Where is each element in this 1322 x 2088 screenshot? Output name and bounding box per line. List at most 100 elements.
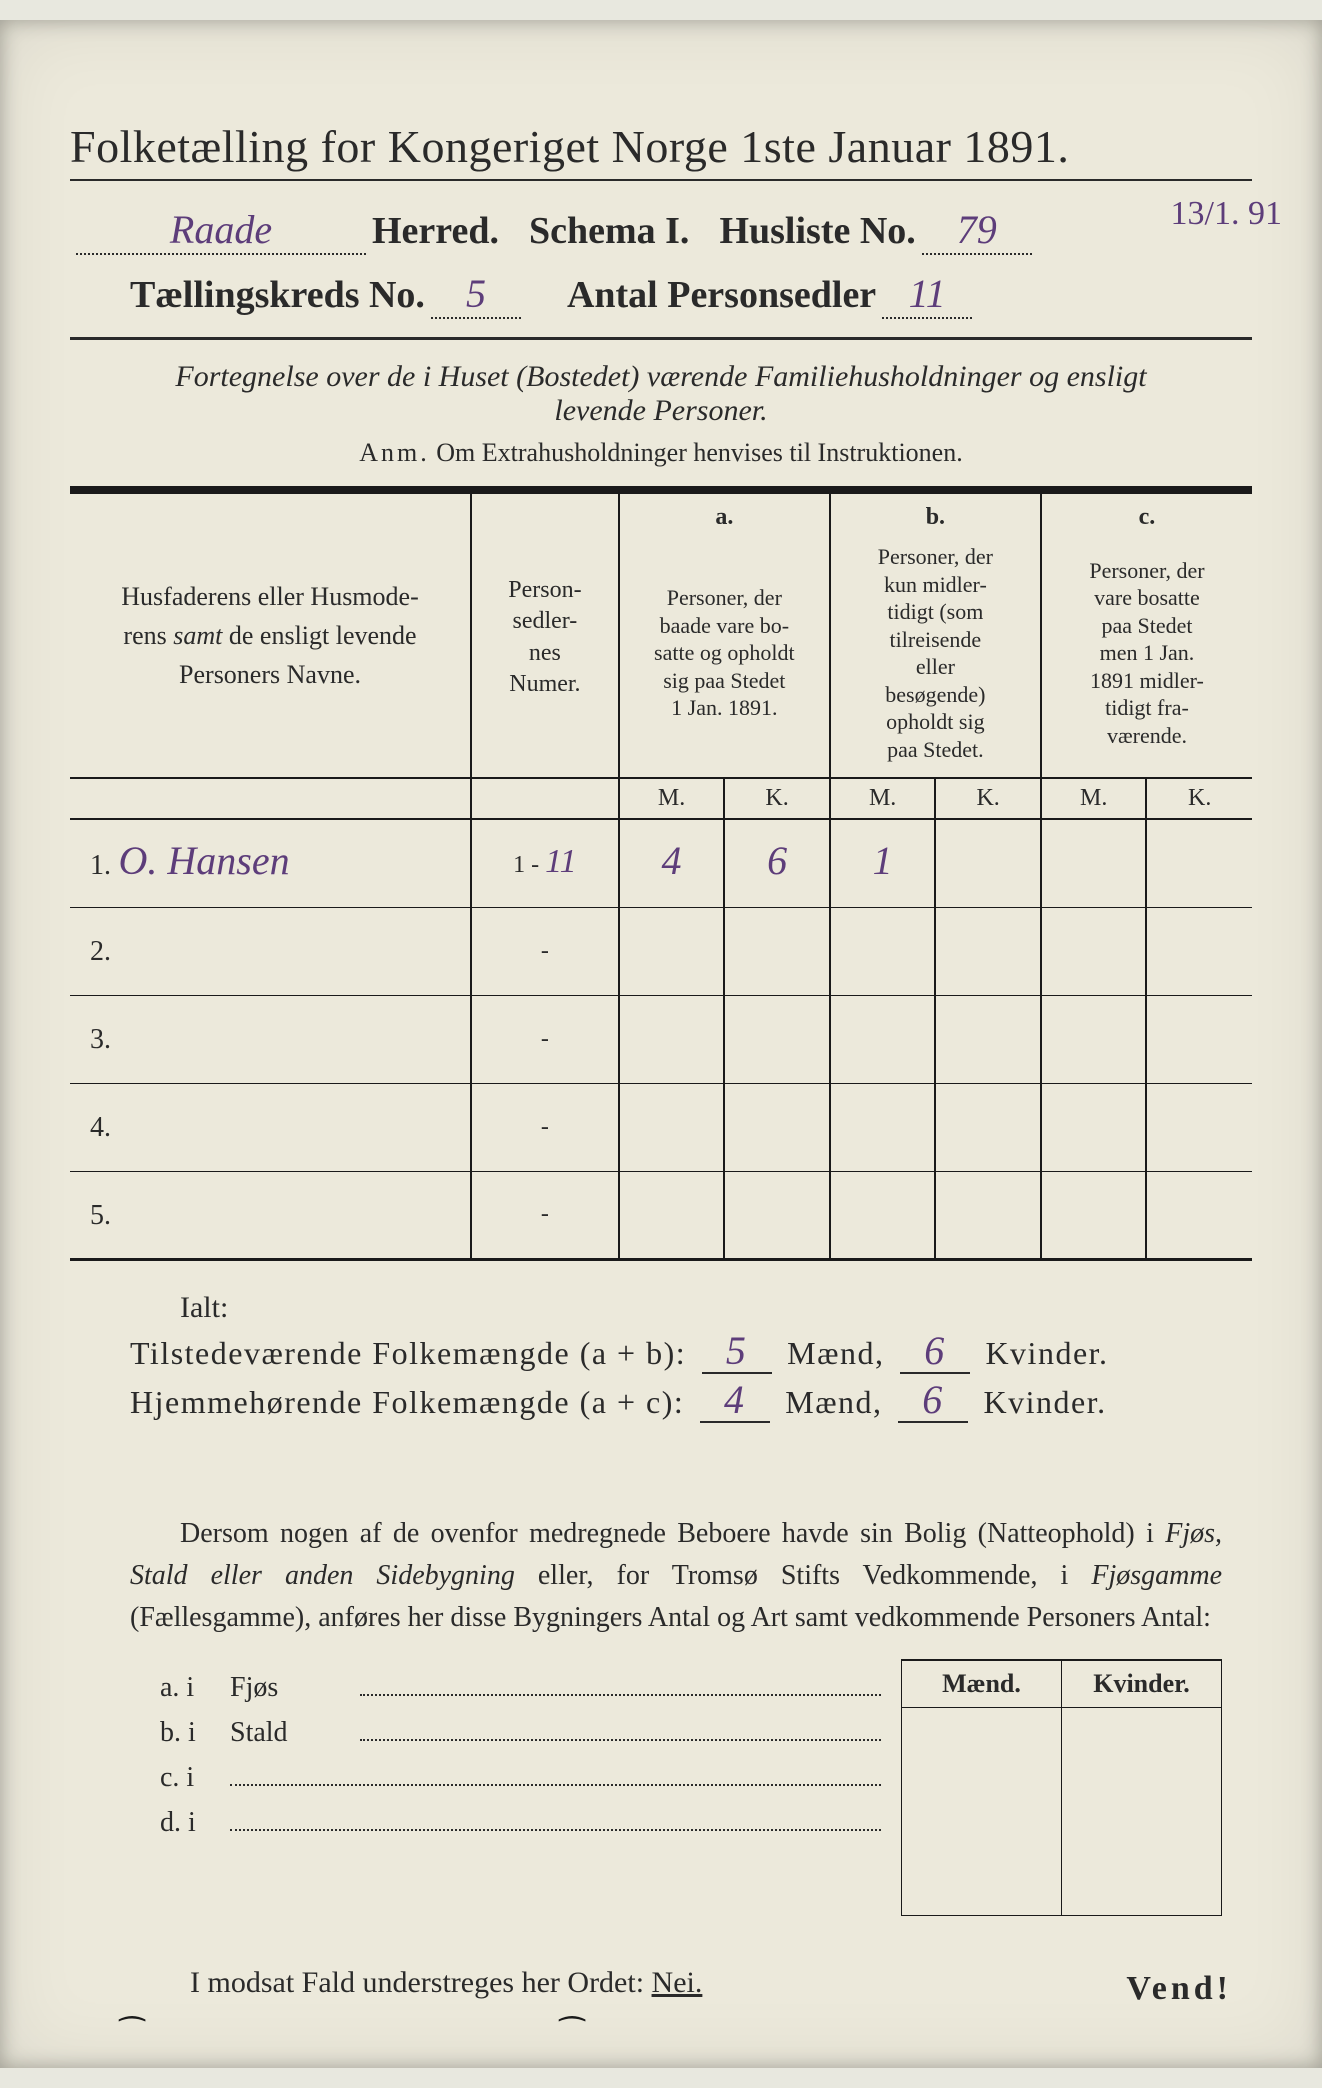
line-herred: Raade Herred. Schema I. Husliste No. 79 (70, 209, 1252, 255)
row-num: 4. (90, 1112, 111, 1143)
sum-resident-label: Hjemmehørende Folkemængde (a + c): (130, 1384, 684, 1420)
antal-value: 11 (909, 271, 946, 316)
table-row: 3. - (70, 995, 1252, 1083)
sum-present-label: Tilstedeværende Folkemængde (a + b): (130, 1335, 686, 1371)
sum-present-k: 6 (924, 1328, 946, 1373)
sum-resident-m: 4 (724, 1377, 746, 1422)
lower-cell (1062, 1811, 1222, 1863)
outbuilding-row: a. i Fjøs (160, 1671, 881, 1704)
vend-label: Vend! (1126, 1970, 1232, 2008)
page-title: Folketælling for Kongeriget Norge 1ste J… (70, 120, 1252, 173)
row-numer: - (471, 1171, 619, 1259)
col-b-desc: Personer, derkun midler-tidigt (somtilre… (830, 537, 1041, 778)
col-a-label: a. (619, 490, 830, 537)
row-numer: - (471, 907, 619, 995)
outbuilding-row: b. i Stald (160, 1716, 881, 1749)
lower-head-m: Mænd. (902, 1660, 1062, 1708)
row-lab: a. i (160, 1672, 230, 1704)
blank-header (471, 778, 619, 819)
row-numer: - (471, 1083, 619, 1171)
ialt-label: Ialt: (180, 1291, 1252, 1325)
col-numer-header: Person-sedler-nesNumer. (471, 490, 619, 778)
dotted-fill (360, 1671, 881, 1696)
col-a-k: K. (724, 778, 830, 819)
outbuilding-row: c. i (160, 1761, 881, 1794)
lower-cell (902, 1759, 1062, 1811)
title-rule (70, 179, 1252, 181)
col-name-header: Husfaderens eller Husmode-rens samt de e… (70, 490, 471, 778)
row-lab: b. i (160, 1717, 230, 1749)
husliste-label: Husliste No. (719, 209, 915, 253)
row-num: 2. (90, 936, 111, 967)
row-num: 5. (90, 1200, 111, 1231)
kvinder-word: Kvinder. (985, 1335, 1108, 1371)
col-c-m: M. (1041, 778, 1147, 819)
intro-text: Fortegnelse over de i Huset (Bostedet) v… (110, 360, 1212, 428)
col-c-k: K. (1146, 778, 1252, 819)
lower-cell (902, 1811, 1062, 1863)
outbuilding-paragraph: Dersom nogen af de ovenfor medregnede Be… (130, 1513, 1222, 1639)
herred-label: Herred. (372, 209, 499, 253)
lower-cell (902, 1863, 1062, 1915)
outbuilding-row: d. i (160, 1806, 881, 1839)
outbuilding-lines: a. i Fjøs b. i Stald c. i d. i (160, 1659, 881, 1916)
rule-1 (70, 337, 1252, 340)
lower-cell (1062, 1863, 1222, 1915)
row-numer: - (471, 995, 619, 1083)
intro-line2: levende Personer. (554, 394, 767, 427)
kreds-value: 5 (466, 271, 486, 316)
lower-head-k: Kvinder. (1062, 1660, 1222, 1708)
col-a-desc: Personer, derbaade vare bo-satte og opho… (619, 537, 830, 778)
household-table: Husfaderens eller Husmode-rens samt de e… (70, 486, 1252, 1261)
row-name: O. Hansen (119, 838, 290, 883)
col-b-k: K. (935, 778, 1041, 819)
husliste-value: 79 (957, 207, 997, 252)
dotted-fill (360, 1716, 881, 1741)
outbuilding-section: a. i Fjøs b. i Stald c. i d. i Mænd. K (160, 1659, 1222, 1916)
cell-bM: 1 (873, 838, 893, 883)
row-numer: 1 - 11 (471, 819, 619, 907)
dotted-fill (230, 1761, 881, 1786)
table-row: 4. - (70, 1083, 1252, 1171)
row-word: Stald (230, 1717, 360, 1749)
blank-header (70, 778, 471, 819)
col-b-m: M. (830, 778, 936, 819)
sum-resident-k: 6 (922, 1377, 944, 1422)
anm-label: Anm. (359, 438, 430, 467)
table-row: 1. O. Hansen 1 - 11 4 6 1 (70, 819, 1252, 907)
schema-label: Schema I. (529, 209, 689, 253)
sum-present: Tilstedeværende Folkemængde (a + b): 5 M… (130, 1335, 1252, 1374)
table-row: 5. - (70, 1171, 1252, 1259)
table-row: 2. - (70, 907, 1252, 995)
col-c-label: c. (1041, 490, 1252, 537)
kvinder-word: Kvinder. (984, 1384, 1107, 1420)
margin-date-note: 13/1. 91 (1171, 195, 1282, 233)
maend-word: Mænd, (785, 1384, 882, 1420)
sum-present-m: 5 (726, 1328, 748, 1373)
herred-value: Raade (170, 207, 272, 252)
antal-label: Antal Personsedler (567, 273, 876, 317)
outbuilding-mk-table: Mænd. Kvinder. (901, 1659, 1222, 1916)
binding-mark-icon: ⁔ (560, 1987, 584, 2022)
col-c-desc: Personer, dervare bosattepaa Stedetmen 1… (1041, 537, 1252, 778)
dotted-fill (230, 1806, 881, 1831)
census-form-page: Folketælling for Kongeriget Norge 1ste J… (0, 20, 1322, 2068)
anm-text: Om Extrahusholdninger henvises til Instr… (436, 438, 962, 467)
binding-mark-icon: ⁔ (120, 1987, 144, 2022)
row-lab: c. i (160, 1762, 230, 1794)
row-lab: d. i (160, 1807, 230, 1839)
row-num: 1. (90, 850, 111, 881)
lower-cell (1062, 1707, 1222, 1759)
line-kreds: Tællingskreds No. 5 Antal Personsedler 1… (70, 273, 1252, 319)
kreds-label: Tællingskreds No. (130, 273, 425, 317)
nei-word: Nei. (652, 1966, 703, 1999)
cell-aM: 4 (662, 838, 682, 883)
anm-line: Anm. Om Extrahusholdninger henvises til … (70, 438, 1252, 468)
lower-cell (902, 1707, 1062, 1759)
intro-line1: Fortegnelse over de i Huset (Bostedet) v… (175, 360, 1146, 393)
lower-cell (1062, 1759, 1222, 1811)
col-b-label: b. (830, 490, 1041, 537)
row-word: Fjøs (230, 1672, 360, 1704)
sum-resident: Hjemmehørende Folkemængde (a + c): 4 Mæn… (130, 1384, 1252, 1423)
cell-aK: 6 (767, 838, 787, 883)
